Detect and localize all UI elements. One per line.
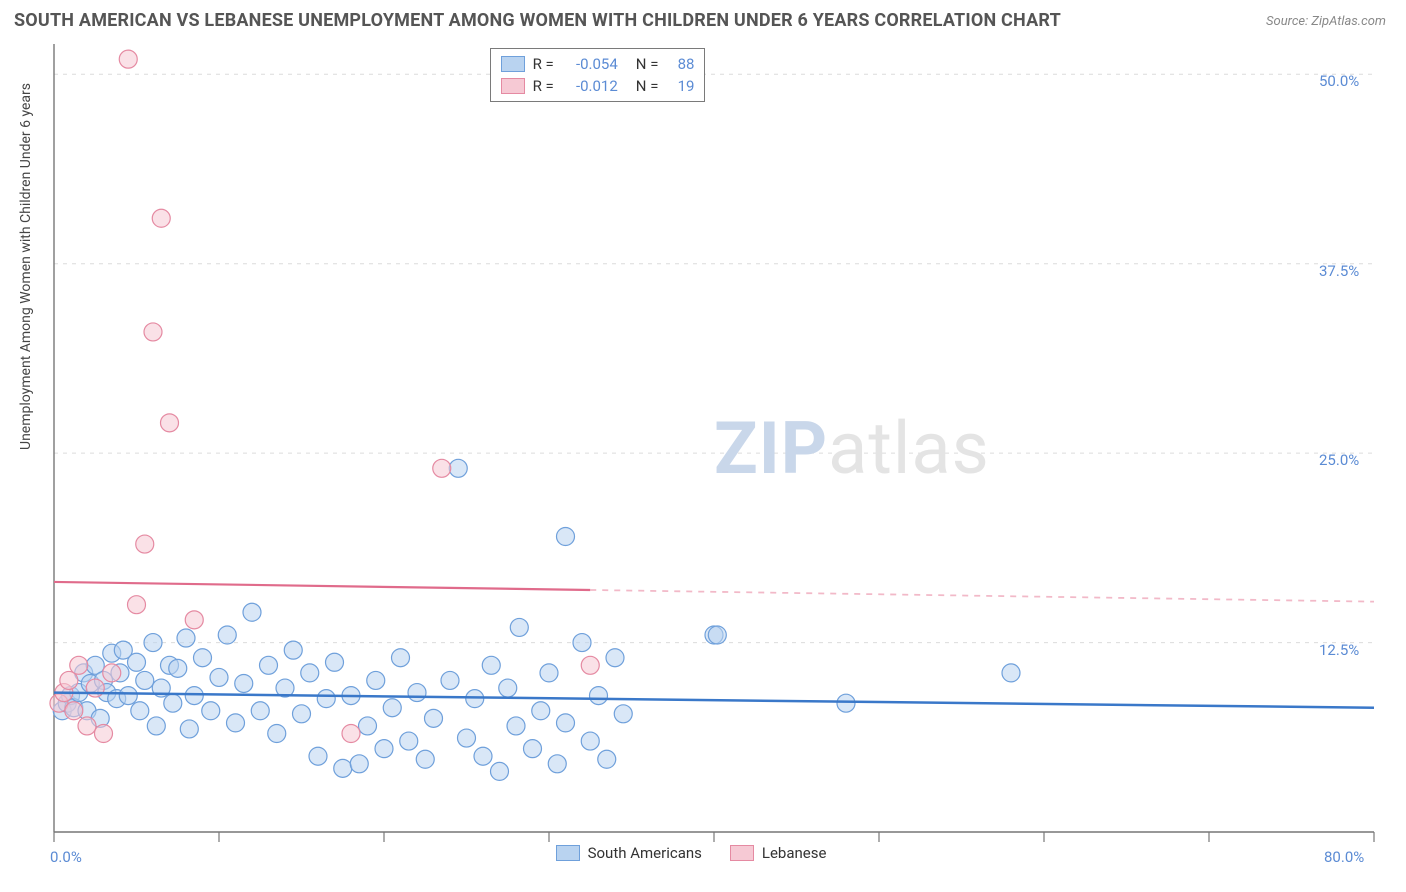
y-tick-label: 12.5% — [1319, 641, 1359, 659]
legend-n-value: 88 — [666, 55, 694, 73]
scatter-chart — [0, 0, 1406, 892]
legend-r-label: R = — [533, 77, 554, 95]
y-tick-label: 37.5% — [1319, 262, 1359, 280]
legend-n-label: N = — [636, 55, 659, 73]
legend-item-label: Lebanese — [762, 844, 827, 862]
legend-swatch — [501, 78, 525, 94]
y-tick-label: 50.0% — [1319, 72, 1359, 90]
correlation-legend: R = -0.054 N = 88 R = -0.012 N = 19 — [490, 48, 706, 102]
legend-n-label: N = — [636, 77, 659, 95]
legend-row: R = -0.012 N = 19 — [501, 75, 695, 97]
series-legend: South Americans Lebanese — [556, 844, 827, 862]
legend-item: Lebanese — [730, 844, 827, 862]
legend-r-value: -0.054 — [562, 55, 618, 73]
legend-swatch — [556, 845, 580, 861]
legend-r-label: R = — [533, 55, 554, 73]
x-tick-label: 0.0% — [50, 848, 82, 866]
y-tick-label: 25.0% — [1319, 451, 1359, 469]
x-tick-label: 80.0% — [1324, 848, 1364, 866]
legend-swatch — [730, 845, 754, 861]
legend-item: South Americans — [556, 844, 702, 862]
legend-n-value: 19 — [666, 77, 694, 95]
legend-row: R = -0.054 N = 88 — [501, 53, 695, 75]
legend-r-value: -0.012 — [562, 77, 618, 95]
legend-swatch — [501, 56, 525, 72]
legend-item-label: South Americans — [588, 844, 702, 862]
